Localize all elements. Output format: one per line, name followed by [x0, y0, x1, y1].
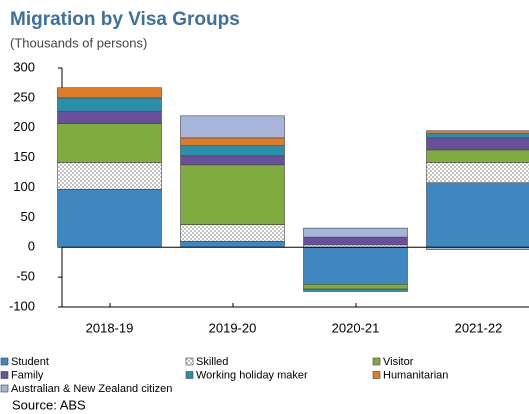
y-tick-label: -50: [16, 269, 35, 284]
bar-segment: [180, 164, 285, 225]
bar-segment: [57, 87, 162, 99]
bar-segment: [57, 162, 162, 190]
bar-segment: [426, 162, 529, 184]
y-tick-label: 250: [13, 89, 35, 104]
legend-swatch: [372, 371, 381, 379]
bar-segment: [180, 145, 285, 157]
bar-segment: [303, 246, 408, 285]
legend-label: Student: [11, 356, 49, 368]
bar-segment: [303, 288, 408, 292]
y-tick-label: 0: [28, 239, 35, 254]
bar-segment: [303, 227, 408, 238]
bar-segment: [303, 236, 408, 246]
bar-segment: [180, 137, 285, 146]
legend-label: Australian & New Zealand citizen: [11, 383, 172, 395]
chart-title: Migration by Visa Groups: [10, 9, 240, 30]
bar-segment: [426, 137, 529, 151]
legend-label: Family: [11, 369, 44, 381]
bar-segment: [426, 133, 529, 139]
y-tick-label: 100: [13, 179, 35, 194]
x-tick-label: 2020-21: [332, 320, 380, 335]
legend-label: Humanitarian: [383, 369, 448, 381]
legend-label: Skilled: [196, 356, 228, 368]
legend-swatch: [0, 384, 9, 393]
y-tick-label: 200: [13, 119, 35, 134]
x-tick-label: 2018-19: [86, 320, 134, 335]
source: Source: ABS: [12, 397, 86, 412]
bar-segment: [180, 115, 285, 139]
legend-swatch: [0, 357, 9, 366]
bar-segment: [57, 97, 162, 112]
y-tick-label: -100: [9, 298, 35, 313]
bar-segment: [426, 182, 529, 248]
bar-segment: [303, 283, 408, 290]
legend-swatch: [185, 357, 194, 366]
x-tick-label: 2019-20: [209, 320, 257, 335]
legend-label: Visitor: [383, 356, 414, 368]
bar-segment: [426, 149, 529, 163]
bar-segment: [426, 130, 529, 135]
y-tick-label: 50: [21, 209, 35, 224]
chart-subtitle: (Thousands of persons): [10, 35, 147, 50]
bar-segment: [180, 240, 285, 248]
legend-swatch: [185, 371, 194, 379]
bar-segment: [57, 123, 162, 163]
legend-label: Working holiday maker: [196, 369, 308, 381]
bar-segment: [57, 111, 162, 124]
bar-segment: [180, 224, 285, 242]
y-tick-label: 300: [13, 59, 35, 74]
bar-segment: [57, 188, 162, 248]
legend-swatch: [372, 357, 381, 366]
y-tick-label: 150: [13, 149, 35, 164]
bar-segment: [180, 155, 285, 166]
legend-swatch: [0, 371, 9, 379]
x-tick-label: 2021-22: [455, 320, 503, 335]
